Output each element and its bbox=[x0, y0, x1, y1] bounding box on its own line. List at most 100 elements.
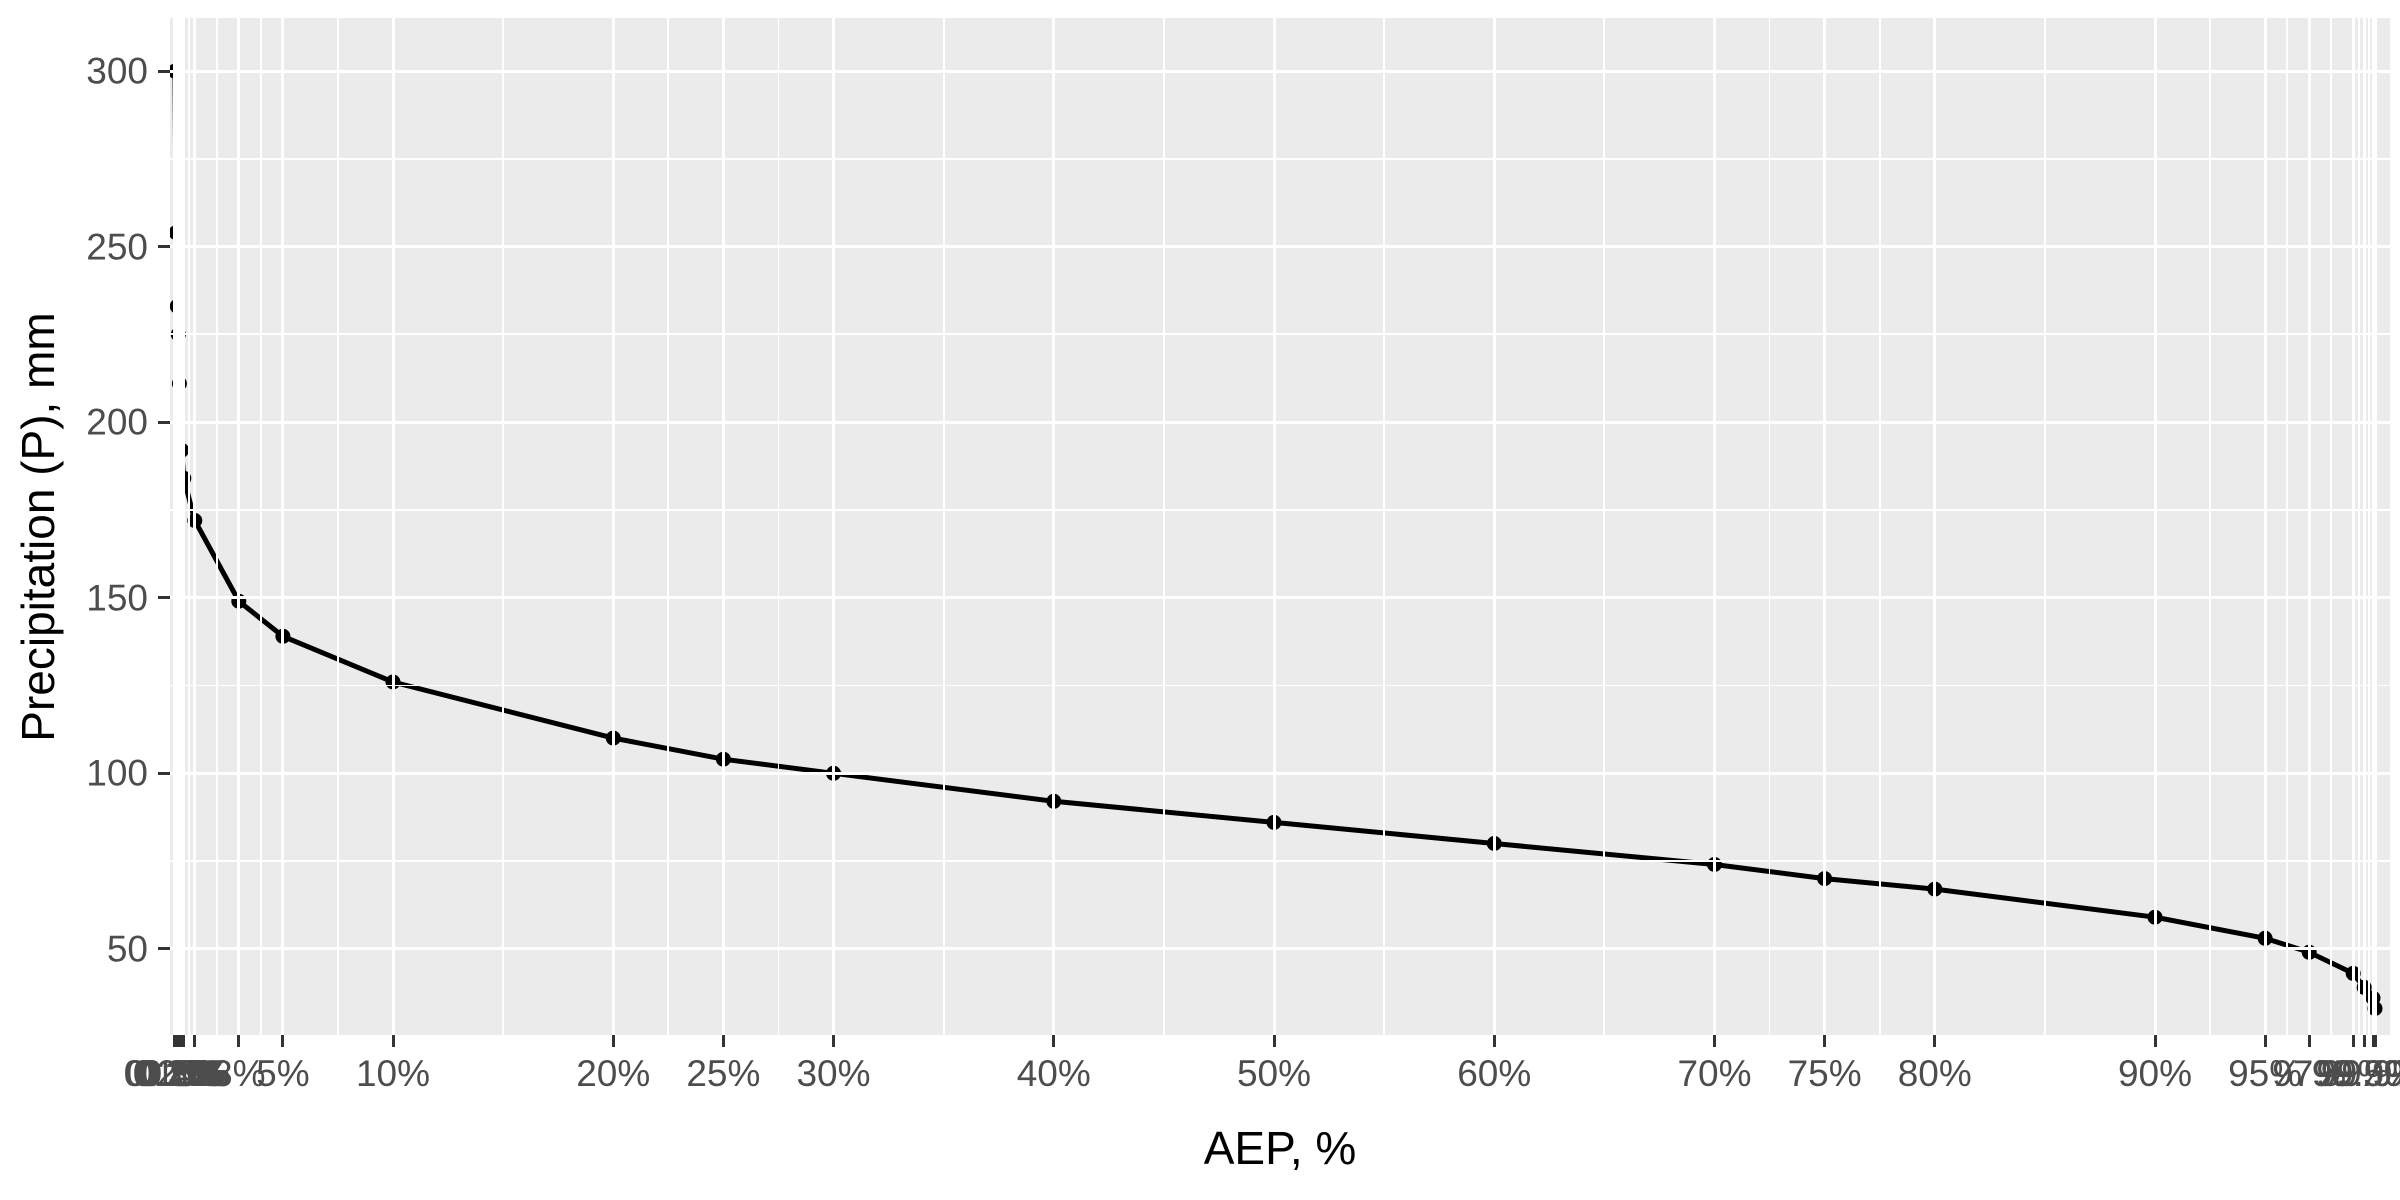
x-gridline-major bbox=[2153, 18, 2157, 1035]
y-gridline-minor bbox=[170, 333, 2390, 336]
x-gridline-major bbox=[1823, 18, 1827, 1035]
x-gridline-minor bbox=[2286, 18, 2289, 1035]
x-gridline-major bbox=[391, 18, 395, 1035]
y-gridline-major bbox=[170, 947, 2390, 951]
x-tick-mark bbox=[180, 1035, 184, 1047]
x-tick-mark bbox=[2263, 1035, 2267, 1047]
y-gridline-minor bbox=[170, 157, 2390, 160]
x-gridline-major bbox=[1492, 18, 1496, 1035]
y-tick-label: 200 bbox=[86, 401, 148, 443]
y-tick-mark bbox=[158, 245, 170, 249]
x-gridline-minor bbox=[1162, 18, 1165, 1035]
y-gridline-major bbox=[170, 596, 2390, 600]
x-tick-label: 30% bbox=[796, 1053, 871, 1094]
x-tick-mark bbox=[281, 1035, 285, 1047]
x-tick-label: 50% bbox=[1236, 1053, 1312, 1094]
x-tick-mark bbox=[1933, 1035, 1937, 1047]
x-gridline-major bbox=[180, 18, 184, 1035]
x-tick-mark bbox=[2307, 1035, 2311, 1047]
x-gridline-major bbox=[2307, 18, 2311, 1035]
x-gridline-major bbox=[281, 18, 285, 1035]
y-gridline-major bbox=[170, 771, 2390, 775]
x-tick-label: 1% bbox=[168, 1053, 222, 1094]
x-tick-mark bbox=[832, 1035, 835, 1047]
x-gridline-major bbox=[2351, 18, 2355, 1035]
x-tick-mark bbox=[1052, 1035, 1056, 1047]
x-gridline-minor bbox=[215, 18, 218, 1035]
x-gridline-minor bbox=[502, 18, 505, 1035]
x-tick-label: 0.5% bbox=[141, 1053, 226, 1094]
x-tick-mark bbox=[2153, 1035, 2157, 1047]
x-tick-label: 0.1% bbox=[132, 1053, 218, 1094]
x-gridline-minor bbox=[777, 18, 780, 1035]
x-gridline-major bbox=[2362, 18, 2366, 1035]
x-tick-mark bbox=[2351, 1035, 2355, 1047]
x-gridline-major bbox=[832, 18, 835, 1035]
x-gridline-minor bbox=[2357, 18, 2360, 1035]
x-tick-label: 0.3% bbox=[137, 1053, 222, 1094]
x-tick-label: 0.15% bbox=[123, 1053, 229, 1094]
x-gridline-minor bbox=[337, 18, 339, 1035]
y-tick-mark bbox=[158, 771, 170, 775]
y-tick-label: 300 bbox=[86, 50, 148, 92]
x-gridline-major bbox=[2263, 18, 2267, 1035]
x-tick-label: 99.9% bbox=[2320, 1053, 2400, 1094]
x-gridline-major bbox=[1713, 18, 1716, 1035]
x-tick-mark bbox=[2362, 1035, 2366, 1047]
x-gridline-minor bbox=[1878, 18, 1881, 1035]
x-gridline-minor bbox=[2043, 18, 2046, 1035]
x-tick-mark bbox=[2373, 1035, 2377, 1047]
x-tick-mark bbox=[177, 1035, 181, 1047]
x-tick-mark bbox=[237, 1035, 241, 1047]
x-tick-label: 95% bbox=[2228, 1053, 2303, 1094]
x-tick-label: 25% bbox=[686, 1053, 761, 1094]
x-gridline-minor bbox=[1768, 18, 1771, 1035]
y-tick-label: 250 bbox=[86, 226, 148, 268]
y-gridline-minor bbox=[170, 684, 2390, 687]
y-gridline-minor bbox=[170, 860, 2390, 862]
x-gridline-minor bbox=[1383, 18, 1386, 1035]
x-tick-label: 80% bbox=[1897, 1053, 1972, 1094]
x-gridline-major bbox=[2373, 18, 2377, 1035]
x-gridline-major bbox=[237, 18, 241, 1035]
y-gridline-minor bbox=[170, 509, 2390, 511]
y-tick-label: 50 bbox=[106, 928, 148, 970]
x-tick-mark bbox=[721, 1035, 725, 1047]
x-tick-mark bbox=[1823, 1035, 1827, 1047]
x-tick-label: 0.4% bbox=[139, 1053, 224, 1094]
x-tick-label: 3% bbox=[212, 1053, 266, 1094]
x-tick-mark bbox=[193, 1035, 197, 1047]
x-gridline-major bbox=[1052, 18, 1056, 1035]
x-tick-label: 70% bbox=[1677, 1053, 1752, 1094]
x-tick-mark bbox=[1272, 1035, 1276, 1047]
x-gridline-minor bbox=[2209, 18, 2211, 1035]
x-tick-label: 99% bbox=[2316, 1053, 2391, 1094]
x-gridline-major bbox=[721, 18, 725, 1035]
y-axis-title: Precipitation (P), mm bbox=[12, 311, 64, 742]
x-tick-mark bbox=[611, 1035, 615, 1047]
x-tick-label: 99.5% bbox=[2311, 1053, 2400, 1094]
x-gridline-major bbox=[177, 18, 181, 1035]
y-tick-mark bbox=[158, 947, 170, 951]
y-gridline-major bbox=[170, 245, 2390, 249]
x-tick-mark bbox=[1492, 1035, 1496, 1047]
y-tick-mark bbox=[158, 420, 170, 424]
x-gridline-minor bbox=[2330, 18, 2333, 1035]
y-tick-label: 150 bbox=[86, 577, 148, 619]
x-gridline-minor bbox=[667, 18, 670, 1035]
x-gridline-minor bbox=[259, 18, 262, 1035]
x-tick-mark bbox=[391, 1035, 395, 1047]
x-tick-label: 5% bbox=[256, 1053, 310, 1094]
x-tick-mark bbox=[1713, 1035, 1716, 1047]
x-tick-label: 99.99% bbox=[2312, 1053, 2400, 1094]
x-gridline-major bbox=[1272, 18, 1276, 1035]
x-tick-mark bbox=[182, 1035, 186, 1047]
x-gridline-minor bbox=[2367, 18, 2370, 1035]
x-tick-label: 0.25% bbox=[125, 1053, 231, 1094]
x-gridline-minor bbox=[942, 18, 945, 1035]
x-tick-label: 75% bbox=[1787, 1053, 1862, 1094]
x-gridline-major bbox=[2371, 18, 2375, 1035]
y-tick-label: 100 bbox=[86, 752, 148, 794]
x-tick-label: 20% bbox=[576, 1053, 651, 1094]
